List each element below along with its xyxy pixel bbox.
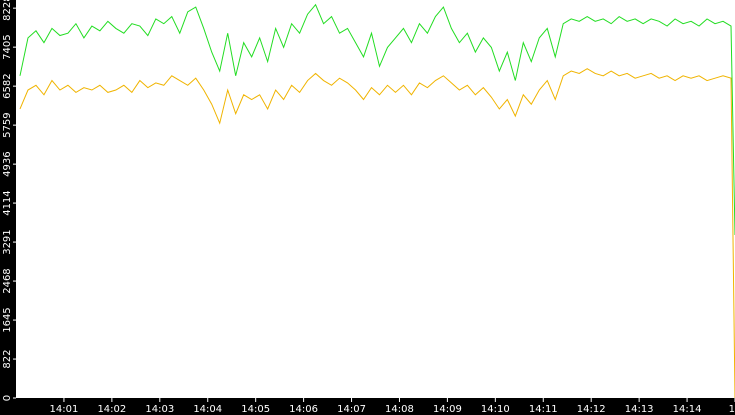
y-tick-label: 822: [2, 350, 13, 369]
y-tick-label: 6582: [2, 73, 13, 98]
x-tick-label: 14:01: [50, 404, 79, 415]
x-tick-label: 14:12: [577, 404, 606, 415]
x-tick-label: 14:06: [289, 404, 318, 415]
x-tick-label: 14:08: [385, 404, 414, 415]
y-axis-strip: [0, 0, 16, 415]
series-line: [19, 68, 735, 398]
x-tick-label: 14:10: [481, 404, 510, 415]
x-tick-label: 14:05: [241, 404, 270, 415]
series-line: [19, 3, 735, 236]
x-tick-label: 14:02: [97, 404, 126, 415]
y-tick-label: 4936: [2, 151, 13, 176]
x-tick-label: 14:11: [529, 404, 558, 415]
x-tick-label: 14: [729, 404, 735, 415]
x-tick-label: 14:04: [193, 404, 222, 415]
x-tick-label: 14:14: [673, 404, 702, 415]
x-tick-label: 14:03: [145, 404, 174, 415]
y-tick-label: 0: [2, 395, 13, 401]
x-tick-label: 14:13: [625, 404, 654, 415]
y-tick-label: 5759: [2, 112, 13, 137]
y-tick-label: 2468: [2, 268, 13, 293]
y-tick-label: 3291: [2, 229, 13, 254]
plot-area: [19, 3, 735, 398]
x-axis-strip: [0, 398, 735, 415]
y-tick-label: 4114: [2, 190, 13, 215]
x-tick-label: 14:07: [337, 404, 366, 415]
x-tick-label: 14:09: [433, 404, 462, 415]
y-tick-label: 7405: [2, 34, 13, 59]
y-tick-label: 1645: [2, 307, 13, 332]
y-tick-label: 8228: [2, 0, 13, 21]
